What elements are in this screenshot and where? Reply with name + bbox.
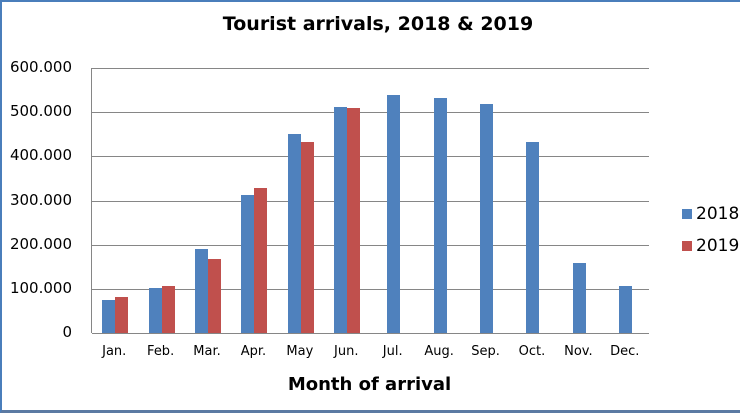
x-tick-label: Apr. (240, 344, 267, 359)
x-tick-label: Jan. (102, 344, 127, 359)
bar-2019-jan (115, 297, 129, 333)
legend: 2018 2019 (682, 198, 739, 262)
gridline (92, 244, 649, 246)
legend-item: 2018 (682, 198, 739, 230)
gridline (92, 200, 649, 202)
x-tick-label: Oct. (518, 344, 546, 359)
y-tick-label: 300.000 (9, 190, 72, 209)
x-tick-label: Jul. (382, 344, 403, 359)
legend-item: 2019 (682, 230, 739, 262)
bar-2019-apr (254, 188, 268, 333)
x-tick-label: Nov. (564, 344, 593, 359)
bar-2018-apr (241, 194, 255, 333)
gridline (92, 156, 649, 158)
x-tick-label: Mar. (193, 344, 221, 359)
y-tick-label: 200.000 (9, 234, 72, 253)
bar-2018-jun (334, 107, 348, 333)
gridline (92, 288, 649, 290)
bar-2019-mar (208, 258, 222, 333)
x-tick-label: Sep. (471, 344, 500, 359)
y-tick-label: 100.000 (9, 278, 72, 297)
gridline (92, 112, 649, 114)
y-tick-label: 400.000 (9, 146, 72, 165)
gridline (92, 68, 649, 69)
bar-2018-jul (387, 94, 401, 333)
chart-title: Tourist arrivals, 2018 & 2019 (222, 13, 534, 35)
plot-area (91, 68, 649, 334)
x-tick-label: Aug. (424, 344, 454, 359)
bar-2018-feb (148, 287, 162, 333)
legend-label: 2019 (696, 236, 740, 256)
x-tick-label: May (286, 344, 314, 359)
bar-2018-may (287, 134, 301, 333)
x-tick-label: Jun. (334, 344, 359, 359)
bar-2019-may (300, 141, 314, 333)
x-tick-label: Dec. (610, 344, 640, 359)
gridline (92, 333, 649, 334)
y-tick-label: 600.000 (9, 58, 72, 76)
legend-swatch-icon (682, 209, 692, 219)
bar-2018-sep (480, 103, 494, 333)
x-axis-title: Month of arrival (287, 374, 452, 395)
bar-2019-feb (161, 286, 175, 333)
bar-2018-dec (619, 286, 633, 333)
bar-2018-oct (526, 142, 540, 333)
bar-2018-aug (433, 97, 447, 333)
legend-label: 2018 (696, 204, 740, 224)
y-tick-label: 0 (62, 323, 72, 341)
bar-2019-jun (347, 108, 361, 333)
y-tick-label: 500.000 (9, 102, 72, 121)
bar-2018-nov (572, 263, 586, 333)
x-tick-label: Feb. (147, 344, 175, 359)
legend-swatch-icon (682, 241, 692, 251)
bar-2018-mar (195, 248, 209, 333)
bar-2018-jan (102, 299, 116, 333)
